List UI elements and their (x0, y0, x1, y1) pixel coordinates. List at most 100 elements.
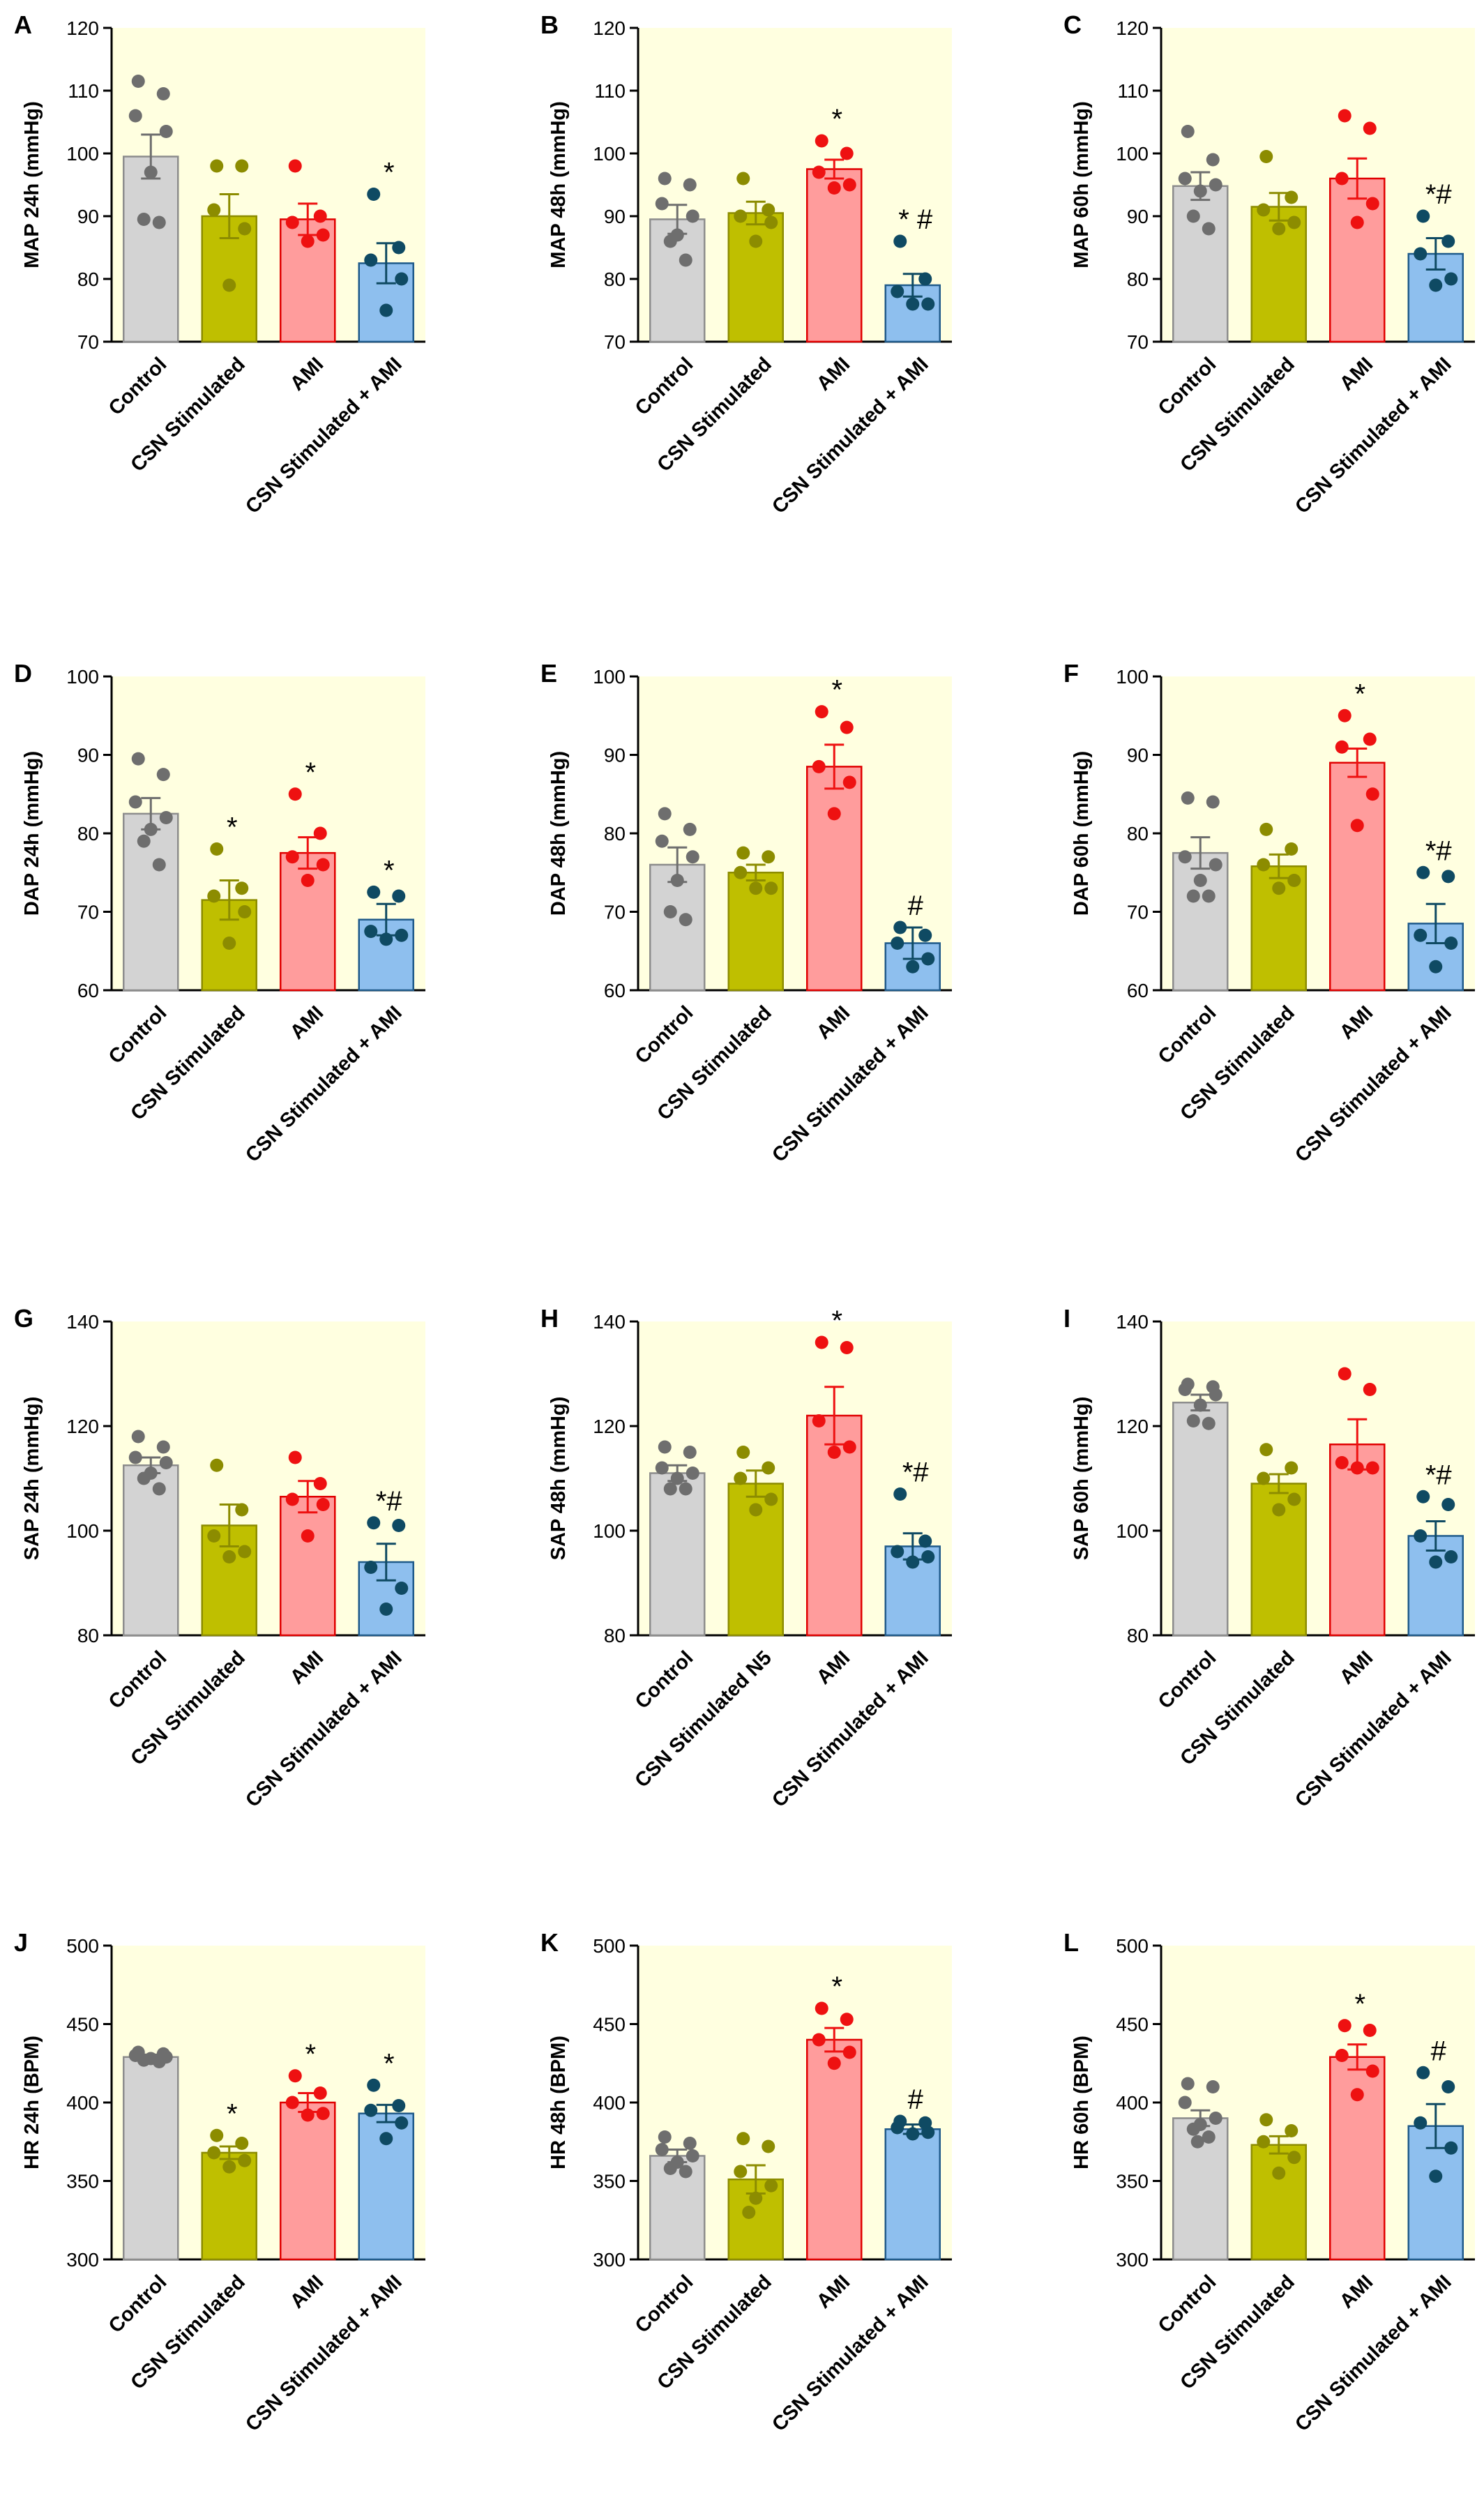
data-point (1259, 822, 1273, 836)
data-point (679, 913, 692, 927)
data-point (686, 209, 699, 223)
data-point (1178, 2096, 1192, 2109)
y-tick-label: 500 (593, 1935, 626, 1957)
data-point (285, 2096, 299, 2109)
data-point (1285, 190, 1298, 204)
y-tick-label: 80 (1127, 268, 1149, 290)
data-point (313, 826, 327, 840)
data-point (891, 285, 904, 298)
data-point (840, 146, 854, 160)
data-point (736, 1446, 750, 1459)
category-label: Control (631, 1646, 698, 1713)
category-label: AMI (812, 1001, 854, 1043)
category-label: AMI (286, 1646, 328, 1688)
y-tick-label: 60 (604, 980, 626, 1001)
bar (1172, 1402, 1229, 1637)
data-point (316, 858, 330, 872)
data-point (395, 928, 409, 942)
data-point (222, 278, 236, 292)
data-point (734, 2165, 748, 2179)
data-point (1186, 1414, 1200, 1427)
panel-letter: A (14, 10, 32, 39)
data-point (1186, 2122, 1200, 2136)
data-point (921, 952, 935, 966)
data-point (906, 297, 920, 311)
panel-e: E 60 70 80 90 100 DAP 48h (mmHg) Control CSN Sti… (540, 659, 952, 1167)
bar (806, 168, 863, 343)
data-point (1441, 234, 1455, 248)
data-point (1350, 819, 1364, 833)
y-tick-label: 100 (66, 143, 99, 165)
data-point (1365, 787, 1379, 801)
data-point (316, 2107, 330, 2121)
data-point (207, 1529, 221, 1543)
y-tick-label: 500 (66, 1935, 99, 1957)
data-point (367, 885, 381, 899)
data-point (288, 159, 302, 173)
category-label: CSN Stimulated + AMI (768, 1001, 933, 1167)
data-point (1257, 858, 1271, 872)
data-point (812, 759, 826, 773)
data-point (207, 889, 221, 903)
panel-c: C 70 80 90 100 110 120 MAP 60h (mmHg) Control CSN… (1063, 10, 1475, 518)
data-point (1335, 1456, 1349, 1469)
data-point (238, 1545, 252, 1559)
significance-marker: * (384, 855, 395, 886)
category-label: CSN Stimulated + AMI (241, 1001, 407, 1167)
y-tick-label: 350 (593, 2171, 626, 2192)
data-point (235, 2137, 249, 2150)
data-point (918, 1534, 932, 1548)
data-point (364, 925, 378, 939)
y-tick-label: 140 (66, 1311, 99, 1333)
data-point (891, 2121, 904, 2135)
y-tick-label: 70 (1127, 331, 1149, 353)
data-point (152, 215, 166, 229)
significance-marker: *# (1425, 1460, 1453, 1490)
bar (280, 851, 336, 992)
y-tick-label: 350 (1116, 2171, 1149, 2192)
data-point (655, 197, 669, 211)
data-point (1429, 278, 1443, 292)
data-point (842, 178, 856, 192)
y-tick-label: 80 (604, 268, 626, 290)
data-point (392, 1519, 406, 1532)
bar (123, 1464, 179, 1637)
data-point (764, 215, 778, 229)
data-point (1178, 172, 1192, 185)
bar (806, 766, 863, 992)
data-point (1259, 150, 1273, 163)
significance-marker: * (1354, 679, 1365, 709)
y-tick-label: 120 (1116, 17, 1149, 39)
panel-letter: E (540, 659, 557, 688)
y-tick-label: 80 (77, 268, 99, 290)
data-point (921, 2126, 935, 2139)
data-point (655, 834, 669, 848)
data-point (658, 2130, 672, 2144)
data-point (842, 1440, 856, 1454)
data-point (301, 1529, 315, 1543)
y-tick-label: 80 (1127, 1625, 1149, 1646)
data-point (128, 109, 142, 123)
data-point (1350, 215, 1364, 229)
data-point (1441, 870, 1455, 884)
data-point (1350, 2088, 1364, 2102)
y-tick-label: 400 (66, 2092, 99, 2114)
category-label: AMI (1335, 1646, 1377, 1688)
data-point (1202, 2130, 1216, 2144)
data-point (1285, 1461, 1298, 1475)
data-point (137, 2053, 151, 2067)
data-point (137, 213, 151, 226)
data-point (367, 188, 381, 201)
data-point (1257, 2135, 1271, 2149)
bar (1329, 1444, 1386, 1637)
data-point (1429, 960, 1443, 974)
data-point (210, 842, 224, 856)
data-point (159, 125, 173, 138)
bar (1172, 185, 1229, 343)
data-point (1350, 1461, 1364, 1475)
data-point (1209, 1388, 1222, 1402)
data-point (1190, 2135, 1204, 2149)
data-point (683, 822, 697, 836)
data-point (1178, 850, 1192, 864)
data-point (1416, 1490, 1430, 1503)
